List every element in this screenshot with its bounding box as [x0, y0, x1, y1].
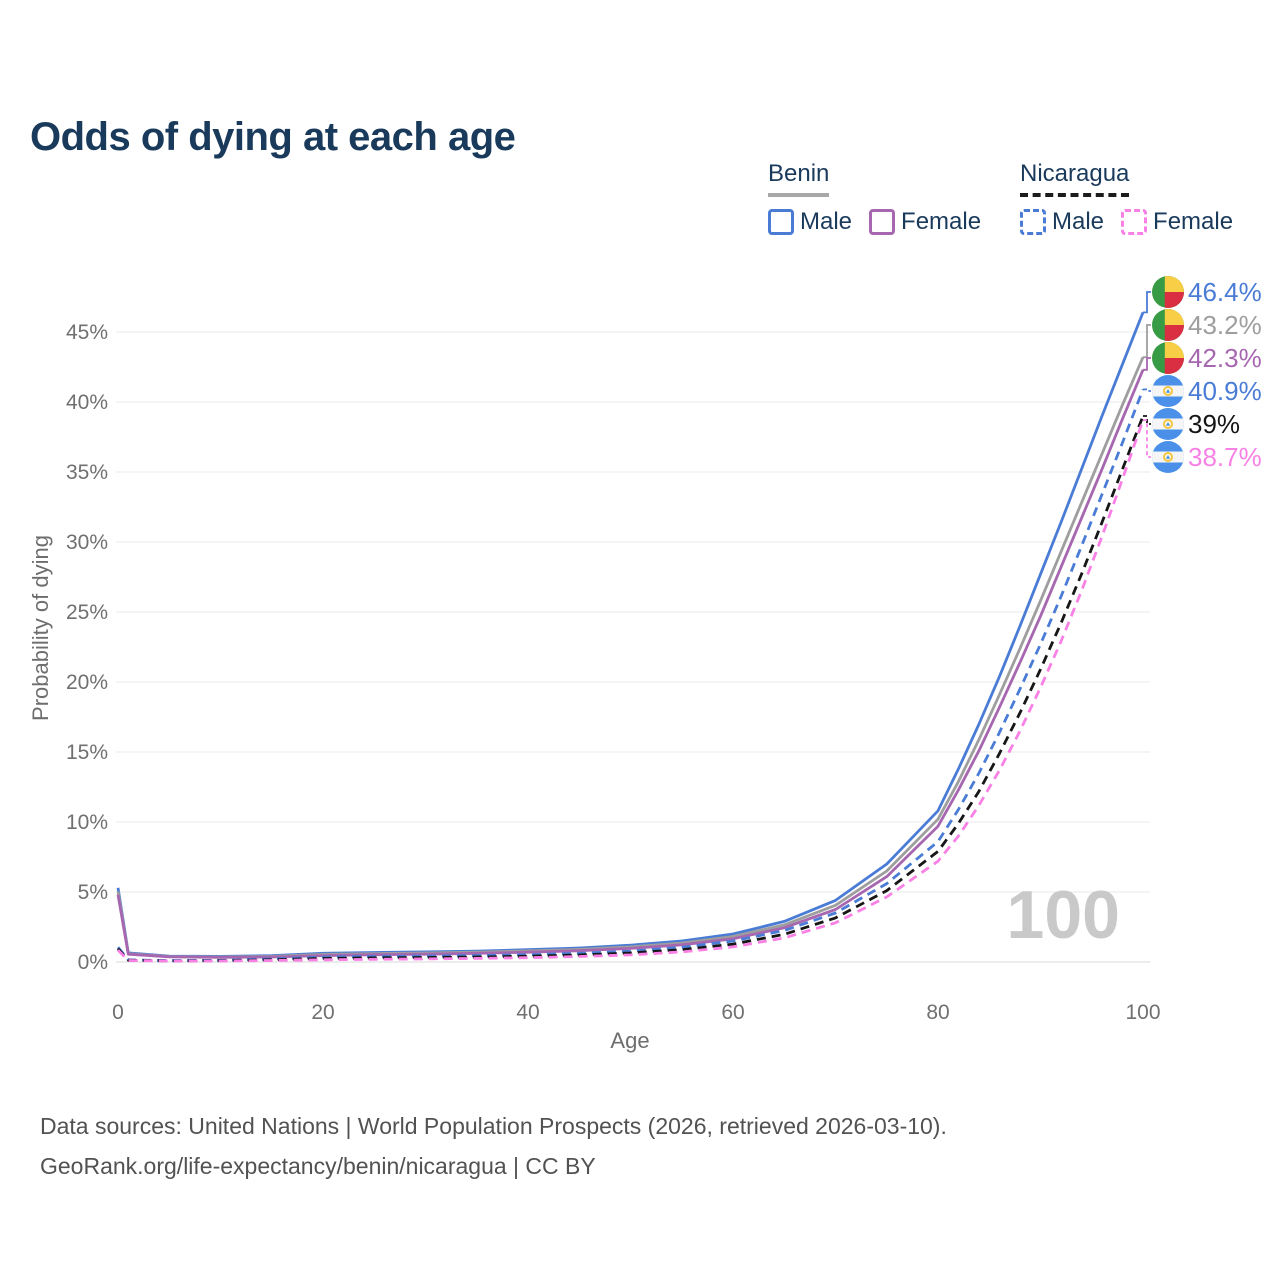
end-label-value: 39%	[1188, 409, 1240, 439]
x-tick-label: 40	[516, 1001, 539, 1024]
legend-item-nicaragua-female[interactable]: Female	[1121, 208, 1233, 236]
nicaragua-flag-icon	[1152, 441, 1184, 473]
end-label-value: 40.9%	[1188, 376, 1262, 406]
legend-label: Female	[1153, 208, 1234, 235]
y-axis-title: Probability of dying	[28, 535, 53, 721]
x-tick-label: 100	[1125, 1001, 1160, 1024]
data-sources-line: Data sources: United Nations | World Pop…	[40, 1113, 947, 1139]
legend-country-benin[interactable]: Benin	[768, 160, 830, 197]
legend-label: Female	[901, 208, 982, 235]
end-label-value: 43.2%	[1188, 310, 1262, 340]
y-tick-label: 15%	[66, 741, 108, 764]
legend-item-nicaragua-male[interactable]: Male	[1020, 208, 1104, 236]
end-label-connector	[1143, 357, 1151, 371]
end-label-connector	[1143, 419, 1151, 458]
y-tick-label: 10%	[66, 811, 108, 834]
x-tick-label: 0	[112, 1001, 124, 1024]
y-tick-label: 5%	[78, 881, 108, 904]
nicaragua-flag-icon	[1152, 408, 1184, 440]
x-tick-label: 20	[311, 1001, 334, 1024]
y-tick-label: 40%	[66, 391, 108, 414]
legend-country-nicaragua[interactable]: Nicaragua	[1020, 160, 1130, 197]
attribution-line: GeoRank.org/life-expectancy/benin/nicara…	[40, 1153, 596, 1179]
benin-flag-icon	[1152, 342, 1184, 374]
end-label-value: 46.4%	[1188, 277, 1262, 307]
legend-group-benin: Benin Male Female	[768, 160, 981, 236]
end-label-connector	[1143, 291, 1151, 314]
end-label-value: 38.7%	[1188, 442, 1262, 472]
y-tick-label: 0%	[78, 951, 108, 974]
legend-item-benin-male[interactable]: Male	[768, 208, 852, 236]
nicaragua-female-swatch-icon	[1121, 209, 1148, 235]
y-tick-label: 25%	[66, 601, 108, 624]
x-tick-label: 60	[721, 1001, 744, 1024]
benin-male-swatch-icon	[768, 209, 794, 235]
y-tick-label: 30%	[66, 531, 108, 554]
y-tick-label: 45%	[66, 321, 108, 344]
x-axis-title: Age	[610, 1028, 649, 1053]
benin-flag-icon	[1152, 276, 1184, 308]
nicaragua-flag-icon	[1152, 375, 1184, 407]
legend-group-nicaragua: Nicaragua Male Female	[1020, 160, 1233, 236]
footer: Data sources: United Nations | World Pop…	[40, 1106, 947, 1186]
y-tick-label: 35%	[66, 461, 108, 484]
legend-label: Male	[1052, 208, 1105, 235]
legend-item-benin-female[interactable]: Female	[869, 208, 981, 236]
hover-age-indicator: 100	[1007, 877, 1120, 953]
benin-female-swatch-icon	[869, 209, 896, 235]
end-label-connector	[1143, 324, 1151, 359]
end-label-connector	[1143, 388, 1151, 392]
series-line-benin-female	[116, 369, 1145, 959]
plot-area[interactable]	[118, 290, 1143, 962]
benin-flag-icon	[1152, 309, 1184, 341]
legend-label: Male	[800, 208, 853, 235]
nicaragua-male-swatch-icon	[1020, 209, 1046, 235]
series-line-nicaragua-female	[117, 419, 1145, 963]
end-label-value: 42.3%	[1188, 343, 1262, 373]
page-title: Odds of dying at each age	[30, 114, 516, 159]
y-tick-label: 20%	[66, 671, 108, 694]
x-tick-label: 80	[926, 1001, 949, 1024]
